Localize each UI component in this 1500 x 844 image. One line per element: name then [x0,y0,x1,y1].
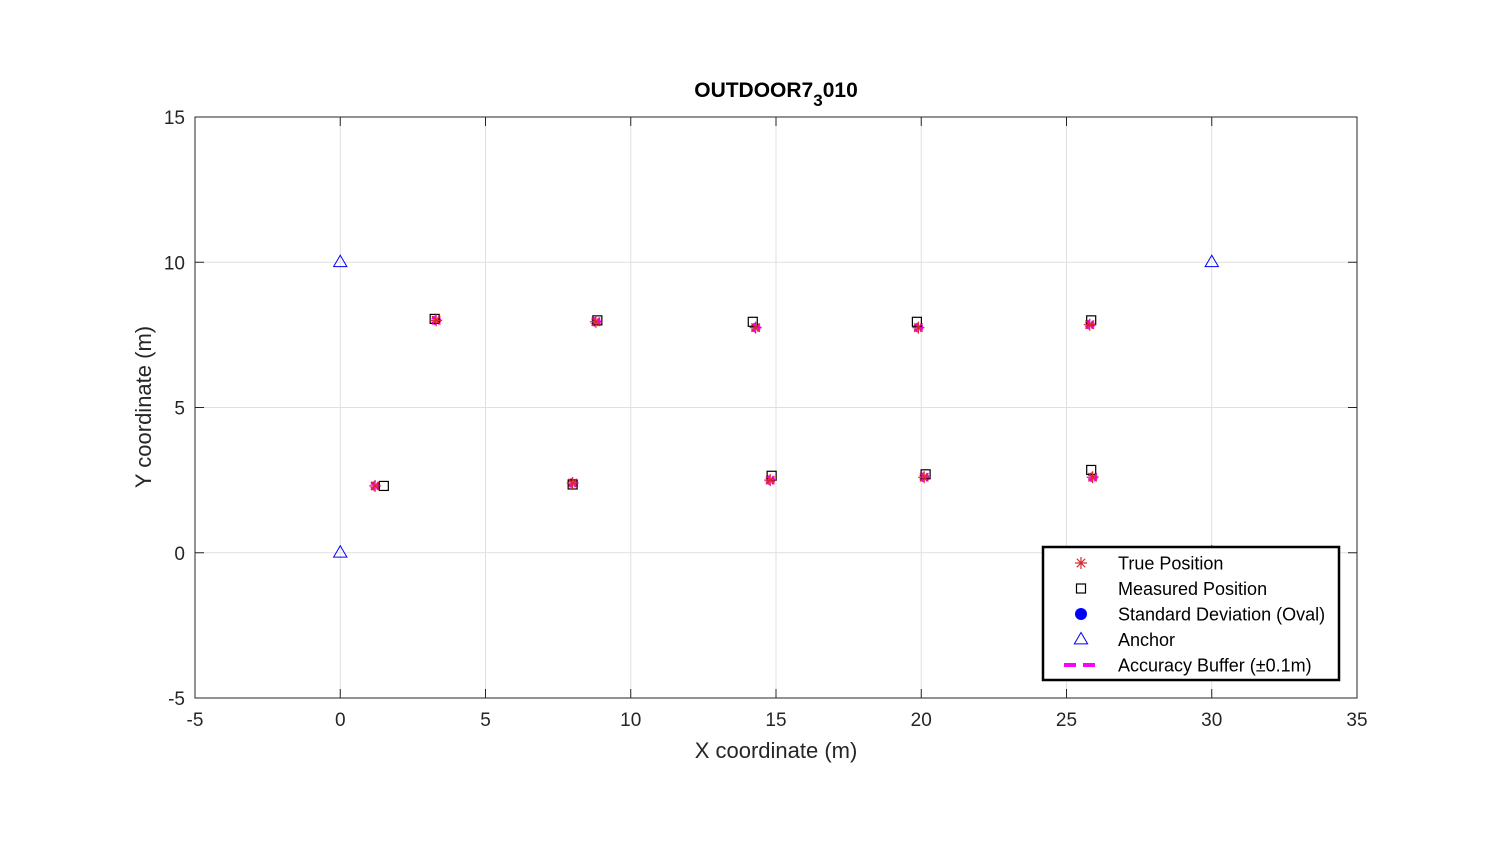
legend-box [1041,545,1341,682]
true-position-marker [918,471,931,484]
x-tick-label: 0 [335,710,346,731]
asterisk-stroke [1087,472,1098,482]
anchor-marker [332,254,348,268]
measured-position-marker [592,315,603,326]
true-position-marker [430,314,443,327]
true-position-marker [764,474,777,487]
x-tick-label: 10 [620,710,641,731]
legend-symbol [1075,608,1087,620]
legend-symbol [1073,631,1089,645]
legend-label: Standard Deviation (Oval) [1118,605,1325,625]
legend-symbol [1075,583,1087,594]
marker-layer [332,254,1220,558]
y-tick-label: 10 [164,253,185,274]
chart-title-subscript: 3 [813,91,822,110]
asterisk-stroke [431,315,441,326]
asterisk-stroke [370,481,380,491]
legend-std-deviation: Standard Deviation (Oval) [1075,605,1325,625]
x-tick-label: 15 [765,710,786,731]
measured-position-marker [429,313,440,324]
x-tick-label: 20 [911,710,932,731]
legend-label: True Position [1118,554,1223,574]
x-axis-label: X coordinate (m) [695,738,858,763]
asterisk-stroke [913,322,924,333]
chart-title-tail: 010 [823,79,858,102]
true-position-marker [369,479,382,492]
legend-accuracy-buffer: Accuracy Buffer (±0.1m) [1064,656,1312,676]
true-position-marker [912,321,925,334]
axis-ticks: -5 0 5 10 15 20 25 30 35 -5 0 5 10 15 [164,108,1368,731]
y-tick-label: 0 [174,544,185,565]
asterisk-stroke [591,317,601,327]
asterisk-stroke [919,472,929,482]
measured-position-marker [747,316,758,327]
x-tick-label: 30 [1201,710,1222,731]
legend-label: Anchor [1118,630,1175,650]
asterisk-stroke [1085,320,1095,330]
legend-true-position: True Position [1075,554,1223,574]
true-position-marker [566,477,579,490]
legend-measured-position: Measured Position [1075,579,1267,599]
legend-label: Measured Position [1118,579,1267,599]
legend-symbol [1075,557,1087,569]
true-position-marker [1086,471,1099,484]
y-tick-label: -5 [168,689,185,710]
x-tick-label: 25 [1056,710,1077,731]
true-position-marker [589,315,602,328]
asterisk-stroke [567,478,578,488]
anchor-marker [1204,254,1220,268]
chart-title-main: OUTDOOR7 [694,79,813,102]
x-tick-label: 35 [1346,710,1367,731]
x-tick-label: -5 [187,710,204,731]
anchor-marker [332,544,348,558]
legend-label: Accuracy Buffer (±0.1m) [1118,656,1312,676]
legend-entries: True Position Measured Position Standard D… [1064,554,1325,676]
true-position-marker [749,321,762,334]
asterisk-stroke [765,475,775,485]
y-tick-label: 15 [164,108,185,129]
x-tick-label: 5 [480,710,491,731]
legend: True Position Measured Position Standard D… [1041,545,1341,682]
true-position-marker [1083,318,1096,331]
y-axis-label: Y coordinate (m) [131,326,156,488]
asterisk-stroke [1076,558,1086,568]
y-tick-label: 5 [174,399,185,420]
chart-title: OUTDOOR73010 [694,79,858,110]
asterisk-stroke [750,322,761,333]
measured-position-marker [1086,464,1097,476]
legend-anchor: Anchor [1073,630,1175,650]
